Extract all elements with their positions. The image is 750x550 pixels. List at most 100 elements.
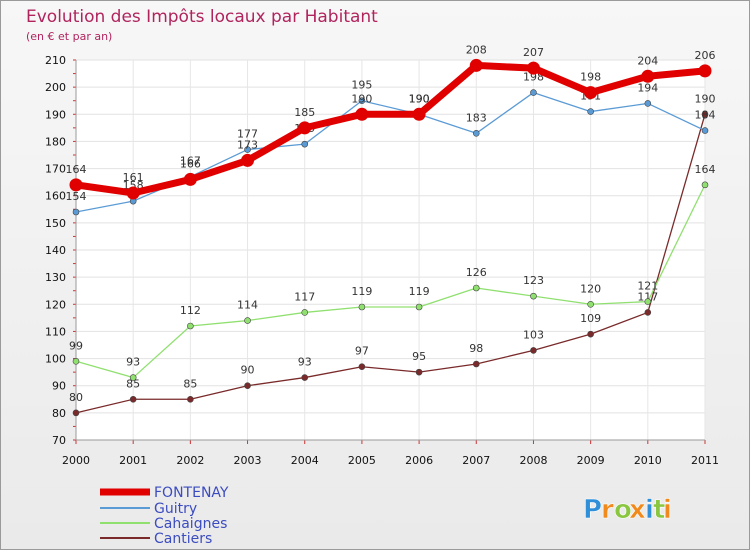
data-point-guitry bbox=[72, 208, 80, 216]
data-point-guitry bbox=[701, 127, 709, 134]
data-point-fontenay bbox=[698, 64, 712, 78]
legend-label-cantiers: Cantiers bbox=[154, 531, 212, 547]
data-label-cantiers: 85 bbox=[126, 377, 140, 390]
data-point-cantiers bbox=[644, 309, 652, 316]
series-line-cahaignes bbox=[75, 184, 706, 379]
data-label-guitry: 190 bbox=[409, 92, 430, 105]
data-point-cantiers bbox=[301, 374, 309, 381]
logo-letter: i bbox=[645, 495, 654, 525]
data-label-cahaignes: 119 bbox=[351, 285, 372, 298]
data-label-cantiers: 85 bbox=[183, 377, 197, 390]
y-tick-label: 140 bbox=[45, 244, 66, 257]
series-line-fontenay bbox=[75, 61, 706, 197]
data-label-guitry: 154 bbox=[66, 190, 87, 203]
data-point-fontenay bbox=[69, 178, 83, 192]
data-label-cahaignes: 117 bbox=[294, 290, 315, 303]
data-label-cantiers: 97 bbox=[355, 345, 369, 358]
data-point-cantiers bbox=[72, 409, 80, 417]
y-tick-label: 110 bbox=[45, 325, 66, 338]
data-point-cantiers bbox=[187, 395, 194, 403]
y-tick-label: 120 bbox=[45, 298, 66, 311]
data-label-guitry: 194 bbox=[637, 81, 658, 94]
data-point-cantiers bbox=[472, 360, 480, 368]
logo-letter: r bbox=[601, 495, 614, 525]
data-label-guitry: 183 bbox=[466, 111, 487, 124]
data-point-cantiers bbox=[530, 347, 537, 354]
data-point-cahaignes bbox=[701, 181, 709, 189]
data-point-cahaignes bbox=[530, 292, 537, 300]
data-label-fontenay: 173 bbox=[237, 138, 258, 151]
data-point-cahaignes bbox=[415, 303, 423, 311]
data-point-cahaignes bbox=[187, 322, 194, 330]
y-tick-label: 100 bbox=[45, 353, 66, 366]
logo-letter: P bbox=[583, 495, 602, 525]
x-tick-label: 2008 bbox=[519, 454, 547, 467]
x-tick-label: 2000 bbox=[62, 454, 90, 467]
data-label-cantiers: 98 bbox=[469, 342, 483, 355]
proxiti-logo: Pr ox i ti bbox=[583, 495, 673, 526]
legend-item-cahaignes: Cahaignes bbox=[100, 516, 227, 532]
data-point-cahaignes bbox=[472, 284, 480, 292]
data-point-cantiers bbox=[358, 363, 366, 371]
data-label-cantiers: 90 bbox=[241, 364, 255, 377]
chart-title: Evolution des Impôts locaux par Habitant bbox=[26, 7, 378, 27]
y-tick-label: 70 bbox=[52, 434, 66, 447]
x-tick-label: 2007 bbox=[462, 454, 490, 467]
data-point-fontenay bbox=[584, 86, 598, 100]
data-label-fontenay: 166 bbox=[180, 157, 201, 170]
legend-item-fontenay: FONTENAY bbox=[100, 485, 229, 501]
y-tick-label: 90 bbox=[52, 380, 66, 393]
y-tick-label: 150 bbox=[45, 217, 66, 230]
data-label-cantiers: 190 bbox=[695, 92, 716, 105]
data-point-guitry bbox=[587, 108, 594, 115]
data-label-cahaignes: 114 bbox=[237, 299, 258, 312]
chart-subtitle: (en € et par an) bbox=[26, 30, 112, 43]
data-label-cahaignes: 126 bbox=[466, 266, 487, 279]
data-point-guitry bbox=[358, 97, 366, 105]
data-point-cahaignes bbox=[244, 317, 251, 324]
data-label-fontenay: 207 bbox=[523, 46, 544, 59]
y-tick-label: 170 bbox=[45, 163, 66, 176]
x-tick-label: 2011 bbox=[691, 454, 719, 467]
x-tick-label: 2009 bbox=[577, 454, 605, 467]
y-tick-label: 200 bbox=[45, 81, 66, 94]
data-label-cantiers: 117 bbox=[637, 290, 658, 303]
data-label-fontenay: 190 bbox=[351, 92, 372, 105]
data-label-fontenay: 190 bbox=[409, 92, 430, 105]
data-point-cahaignes bbox=[587, 300, 594, 308]
y-tick-label: 210 bbox=[45, 54, 66, 67]
x-tick-label: 2010 bbox=[634, 454, 662, 467]
data-label-cantiers: 80 bbox=[69, 391, 83, 404]
data-point-guitry bbox=[530, 89, 537, 96]
data-point-cantiers bbox=[415, 368, 423, 376]
data-label-cahaignes: 119 bbox=[409, 285, 430, 298]
data-label-fontenay: 208 bbox=[466, 43, 487, 56]
data-label-cahaignes: 112 bbox=[180, 304, 201, 317]
data-label-guitry: 177 bbox=[237, 128, 258, 141]
data-point-fontenay bbox=[469, 58, 483, 72]
data-label-cahaignes: 120 bbox=[580, 282, 601, 295]
x-tick-label: 2006 bbox=[405, 454, 433, 467]
legend-item-cantiers: Cantiers bbox=[100, 531, 212, 547]
legend-label-fontenay: FONTENAY bbox=[154, 485, 229, 501]
data-label-cahaignes: 99 bbox=[69, 339, 83, 352]
data-label-cahaignes: 123 bbox=[523, 274, 544, 287]
data-label-cantiers: 103 bbox=[523, 328, 544, 341]
data-point-cahaignes bbox=[644, 298, 652, 305]
legend-label-cahaignes: Cahaignes bbox=[154, 516, 227, 532]
data-point-guitry bbox=[472, 129, 480, 137]
logo-letter: t bbox=[653, 495, 665, 525]
data-point-cahaignes bbox=[301, 309, 309, 316]
data-label-cahaignes: 121 bbox=[637, 280, 658, 293]
data-point-cantiers bbox=[701, 110, 709, 118]
data-label-fontenay: 161 bbox=[123, 171, 144, 184]
data-label-cahaignes: 164 bbox=[695, 163, 716, 176]
legend-label-guitry: Guitry bbox=[154, 501, 197, 517]
x-tick-label: 2003 bbox=[234, 454, 262, 467]
data-label-cahaignes: 93 bbox=[126, 356, 140, 369]
logo-letter: i bbox=[663, 495, 672, 525]
data-label-cantiers: 109 bbox=[580, 312, 601, 325]
data-label-guitry: 184 bbox=[695, 109, 716, 122]
data-label-fontenay: 206 bbox=[695, 49, 716, 62]
